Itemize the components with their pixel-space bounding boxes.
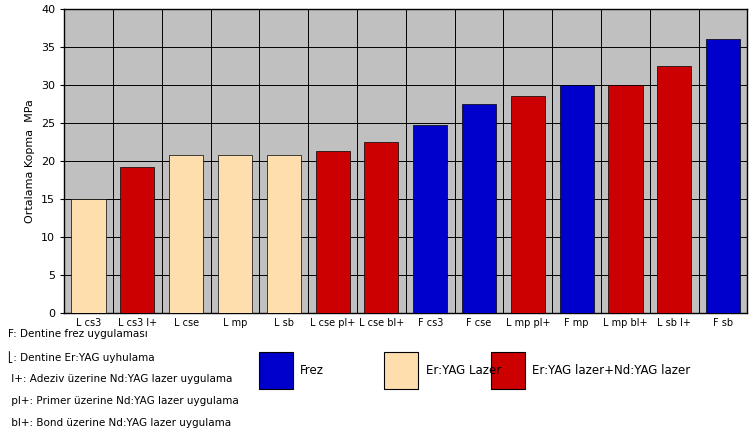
FancyBboxPatch shape <box>384 352 418 389</box>
Bar <box>413 125 447 313</box>
Text: ⎣: Dentine Er:YAG uyhulama: ⎣: Dentine Er:YAG uyhulama <box>8 352 154 363</box>
Bar <box>218 155 252 313</box>
FancyBboxPatch shape <box>259 352 293 389</box>
Bar <box>559 85 593 313</box>
Bar <box>72 199 106 313</box>
Bar <box>169 155 203 313</box>
Bar <box>316 151 350 313</box>
Text: F: Dentine frez uygulaması: F: Dentine frez uygulaması <box>8 329 147 339</box>
Y-axis label: Ortalama Kopma  MPa: Ortalama Kopma MPa <box>26 99 35 223</box>
FancyBboxPatch shape <box>491 352 525 389</box>
Bar <box>365 142 399 313</box>
Bar <box>510 96 545 313</box>
Bar <box>657 66 692 313</box>
Text: l+: Adeziv üzerine Nd:YAG lazer uygulama: l+: Adeziv üzerine Nd:YAG lazer uygulama <box>8 374 232 384</box>
Text: Er:YAG Lazer: Er:YAG Lazer <box>426 364 501 377</box>
Text: pl+: Primer üzerine Nd:YAG lazer uygulama: pl+: Primer üzerine Nd:YAG lazer uygulam… <box>8 396 239 406</box>
Bar <box>706 40 740 313</box>
Bar <box>120 167 155 313</box>
Text: bl+: Bond üzerine Nd:YAG lazer uygulama: bl+: Bond üzerine Nd:YAG lazer uygulama <box>8 418 231 428</box>
Text: Er:YAG lazer+Nd:YAG lazer: Er:YAG lazer+Nd:YAG lazer <box>532 364 690 377</box>
Bar <box>267 155 301 313</box>
Text: Frez: Frez <box>300 364 324 377</box>
Bar <box>609 85 643 313</box>
Bar <box>462 104 496 313</box>
